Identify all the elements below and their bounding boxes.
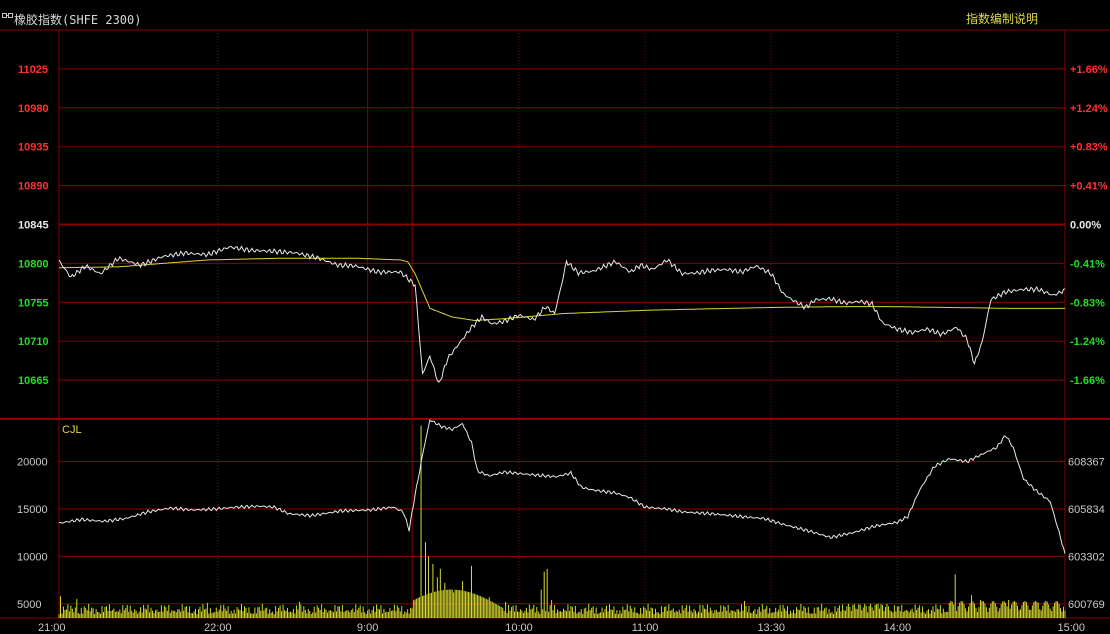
open-interest-tick-label: 603302 <box>1068 551 1105 563</box>
chart-lines <box>58 245 1066 554</box>
open-interest-tick-label: 600769 <box>1068 599 1105 611</box>
pct-tick-label: +0.83% <box>1070 142 1108 154</box>
time-tick-label: 13:30 <box>757 622 785 634</box>
chart-grid <box>0 29 1110 619</box>
pct-tick-label: 0.00% <box>1070 220 1101 232</box>
cjl-label: CJL <box>62 424 82 436</box>
index-help-link[interactable]: 指数编制说明 <box>965 12 1038 26</box>
price-tick-label: 10845 <box>18 220 49 232</box>
time-tick-label: 15:00 <box>1057 622 1085 634</box>
pct-tick-label: +1.66% <box>1070 64 1108 76</box>
price-tick-label: 11025 <box>18 64 48 76</box>
time-tick-label: 10:00 <box>505 622 533 634</box>
pct-tick-label: +1.24% <box>1070 103 1108 115</box>
time-tick-label: 11:00 <box>632 622 659 634</box>
price-tick-label: 10980 <box>18 103 49 115</box>
title-bar: 橡胶指数(SHFE 2300) 指数编制说明 <box>0 0 1110 30</box>
pct-tick-label: -1.66% <box>1070 375 1105 387</box>
volume-tick-label: 10000 <box>17 551 48 563</box>
pct-tick-label: -0.41% <box>1070 258 1105 270</box>
price-tick-label: 10800 <box>18 258 49 270</box>
time-tick-label: 9:00 <box>357 622 378 634</box>
chain-link-icon <box>2 13 13 18</box>
volume-tick-label: 15000 <box>17 504 48 516</box>
pct-tick-label: -1.24% <box>1070 336 1105 348</box>
time-tick-label: 21:00 <box>38 622 66 634</box>
time-tick-label: 22:00 <box>204 622 232 634</box>
price-tick-label: 10935 <box>18 142 49 154</box>
price-line <box>58 245 1066 383</box>
open-interest-tick-label: 608367 <box>1068 457 1105 469</box>
price-tick-label: 10755 <box>18 297 49 309</box>
price-tick-label: 10890 <box>18 181 49 193</box>
price-tick-label: 10710 <box>18 336 49 348</box>
price-tick-label: 10665 <box>18 375 49 387</box>
axis-labels: 11025 +1.66% 10980 +1.24% 10935 +0.83% 10890 +0… <box>17 64 1108 634</box>
time-tick-label: 14:00 <box>884 622 912 634</box>
average-price-line <box>59 257 1065 322</box>
pct-tick-label: +0.41% <box>1070 181 1108 193</box>
pct-tick-label: -0.83% <box>1070 297 1105 309</box>
open-interest-tick-label: 605834 <box>1068 504 1105 516</box>
open-interest-line <box>58 419 1066 554</box>
volume-tick-label: 5000 <box>17 599 41 611</box>
volume-bars <box>58 425 1066 618</box>
volume-tick-label: 20000 <box>17 457 48 469</box>
chart-title: 橡胶指数(SHFE 2300) <box>14 13 142 27</box>
